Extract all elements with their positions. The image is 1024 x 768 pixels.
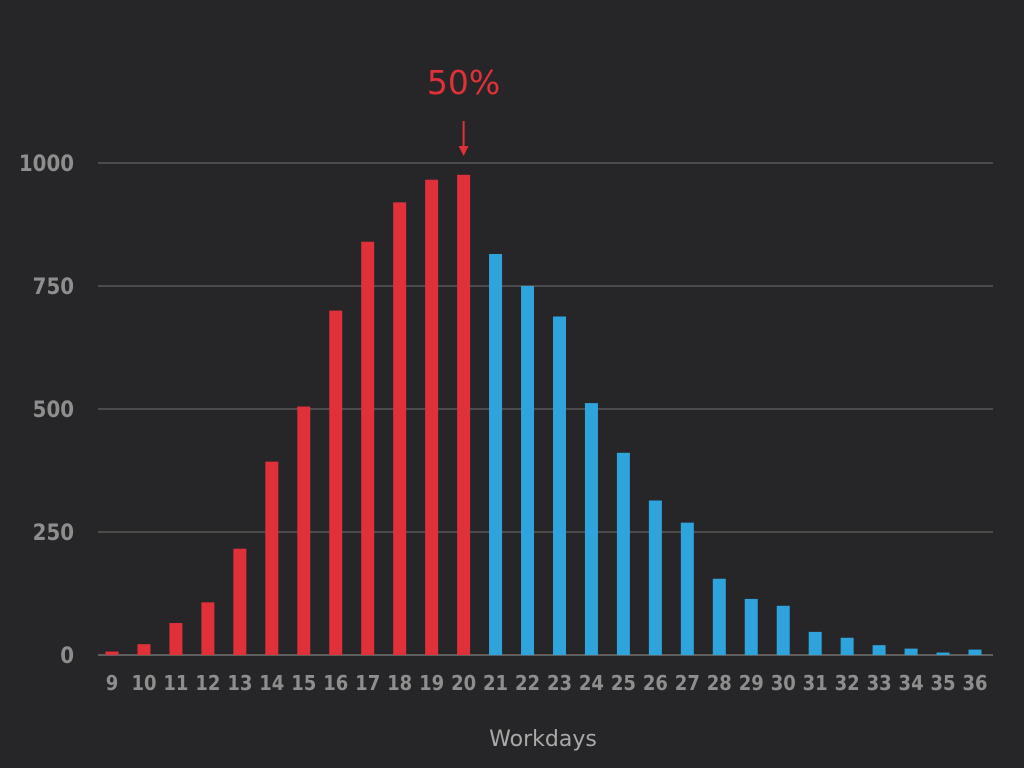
x-tick-label: 14	[259, 671, 284, 695]
bar-26	[648, 500, 662, 655]
x-tick-label: 25	[611, 671, 636, 695]
annotation-arrow-head	[458, 146, 469, 156]
bar-21	[489, 254, 503, 655]
bar-23	[552, 316, 566, 655]
bar-29	[744, 598, 758, 655]
y-tick-label: 1000	[19, 152, 74, 177]
bar-35	[936, 652, 950, 655]
bar-27	[680, 522, 694, 655]
x-tick-label: 19	[419, 671, 444, 695]
bar-36	[968, 649, 982, 655]
gridlines	[98, 162, 993, 656]
x-tick-label: 13	[227, 671, 252, 695]
bar-16	[329, 310, 343, 655]
bar-17	[361, 241, 375, 655]
y-tick-label: 0	[60, 644, 74, 669]
x-tick-label: 21	[483, 671, 508, 695]
bars	[105, 174, 982, 656]
x-tick-label: 28	[707, 671, 732, 695]
bar-32	[840, 637, 854, 655]
y-tick-label: 750	[33, 275, 74, 300]
bar-24	[584, 403, 598, 655]
bar-18	[393, 202, 407, 656]
x-tick-label: 26	[643, 671, 668, 695]
x-tick-label: 27	[675, 671, 700, 695]
bar-13	[233, 548, 247, 655]
bar-11	[169, 623, 183, 655]
bar-10	[137, 644, 151, 655]
bar-28	[712, 578, 726, 655]
x-tick-label: 20	[451, 671, 476, 695]
x-tick-label: 18	[387, 671, 412, 695]
y-tick-label: 500	[33, 398, 74, 423]
x-tick-label: 23	[547, 671, 572, 695]
x-tick-label: 17	[355, 671, 380, 695]
x-tick-label: 16	[323, 671, 348, 695]
x-tick-label: 35	[931, 671, 956, 695]
x-tick-label: 31	[803, 671, 828, 695]
bar-15	[297, 406, 311, 655]
x-tick-label: 9	[106, 671, 119, 695]
x-tick-label: 32	[835, 671, 860, 695]
x-tick-labels: 9 10 11 12 13 14 15 16 17 18 19 20 21 22 23 24 25 26 27 28 2…	[106, 671, 988, 695]
x-tick-label: 12	[195, 671, 220, 695]
bar-31	[808, 631, 822, 655]
bar-22	[521, 286, 535, 655]
x-tick-label: 29	[739, 671, 764, 695]
median-annotation: 50%	[427, 63, 500, 156]
x-tick-label: 33	[867, 671, 892, 695]
y-tick-labels: 0 250 500 750 1000	[19, 152, 74, 669]
bar-20	[457, 174, 471, 656]
bar-9	[105, 651, 119, 655]
x-tick-label: 24	[579, 671, 604, 695]
y-tick-label: 250	[33, 521, 74, 546]
x-tick-label: 15	[291, 671, 316, 695]
x-tick-label: 10	[131, 671, 156, 695]
x-tick-label: 36	[962, 671, 987, 695]
x-tick-label: 30	[771, 671, 796, 695]
bar-25	[616, 452, 630, 655]
x-tick-label: 22	[515, 671, 540, 695]
bar-19	[425, 179, 439, 655]
bar-14	[265, 461, 279, 655]
x-tick-label: 34	[899, 671, 924, 695]
bar-33	[872, 645, 886, 655]
x-axis-label: Workdays	[489, 727, 597, 752]
x-tick-label: 11	[163, 671, 188, 695]
bar-34	[904, 648, 918, 655]
annotation-label: 50%	[427, 63, 500, 102]
bar-12	[201, 602, 215, 655]
bar-30	[776, 605, 790, 655]
